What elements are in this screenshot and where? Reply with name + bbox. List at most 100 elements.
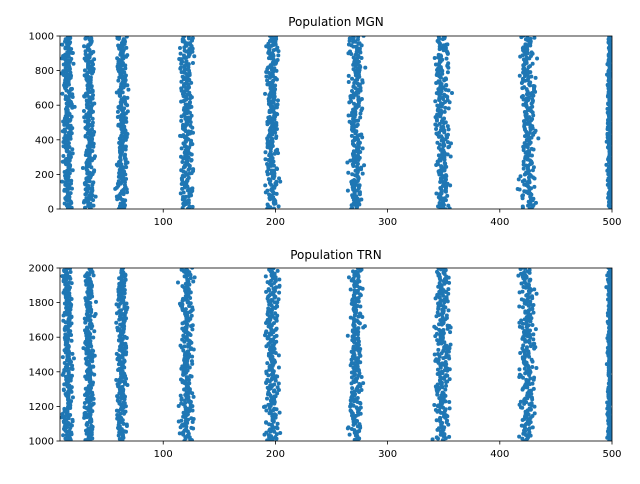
spike-point [62,187,67,192]
spike-point [528,277,533,282]
spike-point [349,427,354,432]
spike-point [446,203,451,208]
spike-point [531,337,536,342]
spike-point [517,372,522,377]
spike-point [447,434,452,439]
spike-point [440,361,445,366]
spike-point [437,396,442,401]
spike-point [92,57,97,62]
spike-point [446,61,451,66]
spike-point [70,147,75,152]
spike-point [90,88,95,93]
spike-point [82,198,87,203]
y-tick-label: 2000 [29,264,54,275]
spike-point [277,410,282,415]
spike-point [440,71,445,76]
spike-point [264,408,269,413]
spike-point [445,98,450,103]
spike-point [175,280,180,285]
spike-point [266,287,271,292]
spike-point [435,338,440,343]
spike-point [348,49,353,54]
spike-point [91,203,96,208]
spike-point [91,364,96,369]
spike-point [525,36,530,39]
spike-point [442,340,447,345]
spike-point [68,412,73,417]
spike-point [182,48,187,53]
spike-point [182,356,187,361]
spike-point [446,106,451,111]
spike-point [437,200,442,205]
y-tick-label: 400 [35,135,54,146]
spike-point [437,378,442,383]
spike-point [445,42,450,47]
spike-point [93,312,98,317]
spike-point [265,188,270,193]
spike-point [61,153,66,158]
spike-point [125,109,130,114]
spike-point [517,324,522,329]
spike-point [522,270,527,275]
spike-point [446,127,451,132]
spike-point [345,188,350,193]
spike-point [517,304,522,309]
spike-point [361,36,366,38]
spike-point [277,283,282,288]
spike-point [517,402,522,407]
spike-point [186,129,191,134]
spike-point [117,170,122,175]
spike-point [65,268,70,270]
spike-point [181,348,186,353]
spike-point [527,268,532,272]
spike-point [442,300,447,305]
spike-point [268,149,273,154]
spike-point [351,156,356,161]
spike-point [521,193,526,198]
spike-point [265,78,270,83]
spike-point [447,399,452,404]
spike-point [439,190,444,195]
spike-point [180,284,185,289]
spike-point [608,36,612,39]
spike-point [271,268,276,271]
spike-point [436,90,441,95]
spike-point [349,357,354,362]
spike-point [263,157,268,162]
spike-point [115,413,120,417]
spike-point [187,90,192,95]
spike-point [349,349,354,354]
spike-point [180,74,185,79]
axes-frame-trn [59,267,613,442]
spike-point [519,318,524,323]
y-tick-label: 0 [48,205,54,216]
spike-point [521,45,526,50]
spike-point [269,168,274,173]
y-tick-label: 1600 [29,333,54,344]
spike-point [350,386,355,391]
spike-point [347,432,352,437]
spike-point [274,134,279,139]
spike-point [83,49,88,54]
spike-point [352,135,357,140]
spike-point [125,305,130,310]
y-tick-label: 1200 [29,402,54,413]
spike-point [182,105,187,110]
spike-point [124,422,129,427]
spike-point [532,411,537,416]
spike-point [346,425,351,430]
spike-point [435,103,440,108]
spike-point [524,345,529,350]
spike-point [188,123,193,128]
spike-point [123,409,128,414]
spike-point [124,45,129,50]
spike-point [66,369,71,373]
spike-point [274,339,279,344]
spike-point [60,355,65,360]
spike-point [190,186,195,191]
spike-point [604,162,609,167]
spike-point [530,381,535,386]
spike-point [517,73,522,78]
spike-point [276,381,281,386]
